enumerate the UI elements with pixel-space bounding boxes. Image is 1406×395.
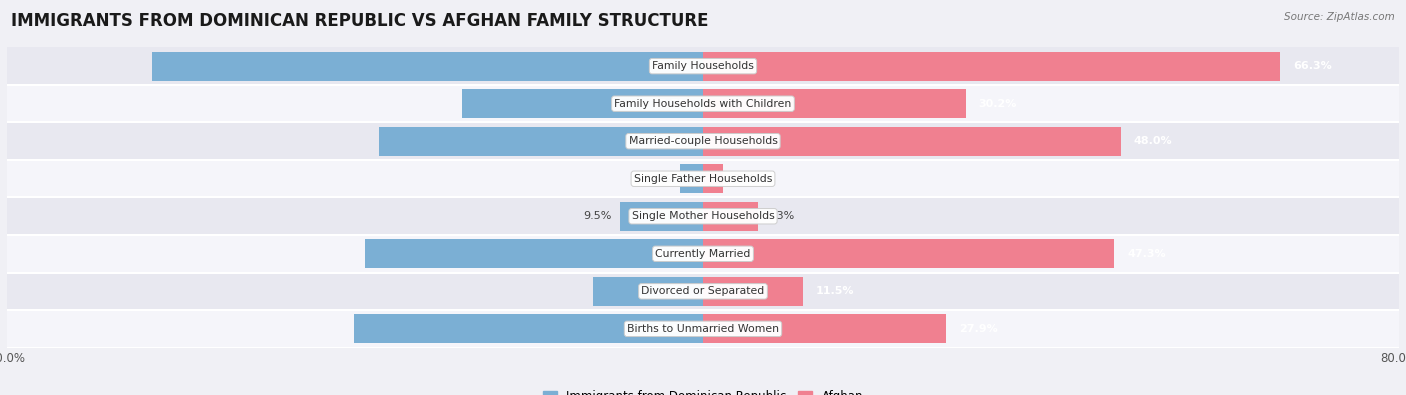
- Text: 27.9%: 27.9%: [959, 324, 997, 334]
- Legend: Immigrants from Dominican Republic, Afghan: Immigrants from Dominican Republic, Afgh…: [538, 385, 868, 395]
- Bar: [378, 126, 703, 156]
- Bar: [703, 126, 1121, 156]
- Bar: [703, 51, 1279, 81]
- Text: Single Father Households: Single Father Households: [634, 174, 772, 184]
- Bar: [703, 164, 723, 194]
- Text: 66.3%: 66.3%: [1294, 61, 1331, 71]
- Bar: [7, 310, 1399, 348]
- Text: Single Mother Households: Single Mother Households: [631, 211, 775, 221]
- Text: Source: ZipAtlas.com: Source: ZipAtlas.com: [1284, 12, 1395, 22]
- Text: 38.9%: 38.9%: [651, 249, 690, 259]
- Text: 9.5%: 9.5%: [583, 211, 612, 221]
- Bar: [620, 201, 703, 231]
- Bar: [7, 47, 1399, 85]
- Text: 2.3%: 2.3%: [731, 174, 761, 184]
- Text: Family Households with Children: Family Households with Children: [614, 99, 792, 109]
- Bar: [152, 51, 703, 81]
- Text: 40.1%: 40.1%: [651, 324, 690, 334]
- Text: Births to Unmarried Women: Births to Unmarried Women: [627, 324, 779, 334]
- Bar: [681, 164, 703, 194]
- Bar: [7, 198, 1399, 235]
- Text: 11.5%: 11.5%: [815, 286, 855, 296]
- Text: IMMIGRANTS FROM DOMINICAN REPUBLIC VS AFGHAN FAMILY STRUCTURE: IMMIGRANTS FROM DOMINICAN REPUBLIC VS AF…: [11, 12, 709, 30]
- Bar: [7, 273, 1399, 310]
- Bar: [703, 201, 758, 231]
- Bar: [703, 276, 803, 306]
- Bar: [703, 314, 946, 344]
- Bar: [364, 239, 703, 269]
- Bar: [7, 235, 1399, 273]
- Text: 47.3%: 47.3%: [1128, 249, 1166, 259]
- Bar: [7, 122, 1399, 160]
- Text: 2.6%: 2.6%: [644, 174, 672, 184]
- Text: 48.0%: 48.0%: [1133, 136, 1173, 146]
- Text: 6.3%: 6.3%: [766, 211, 794, 221]
- Bar: [592, 276, 703, 306]
- Text: 27.7%: 27.7%: [651, 99, 690, 109]
- Text: Married-couple Households: Married-couple Households: [628, 136, 778, 146]
- Text: 37.3%: 37.3%: [651, 136, 690, 146]
- Text: Family Households: Family Households: [652, 61, 754, 71]
- Bar: [7, 85, 1399, 122]
- Bar: [7, 160, 1399, 198]
- Text: 63.3%: 63.3%: [651, 61, 690, 71]
- Bar: [703, 239, 1115, 269]
- Text: Divorced or Separated: Divorced or Separated: [641, 286, 765, 296]
- Bar: [703, 89, 966, 118]
- Bar: [463, 89, 703, 118]
- Text: 12.7%: 12.7%: [651, 286, 690, 296]
- Text: 30.2%: 30.2%: [979, 99, 1017, 109]
- Bar: [354, 314, 703, 344]
- Text: Currently Married: Currently Married: [655, 249, 751, 259]
